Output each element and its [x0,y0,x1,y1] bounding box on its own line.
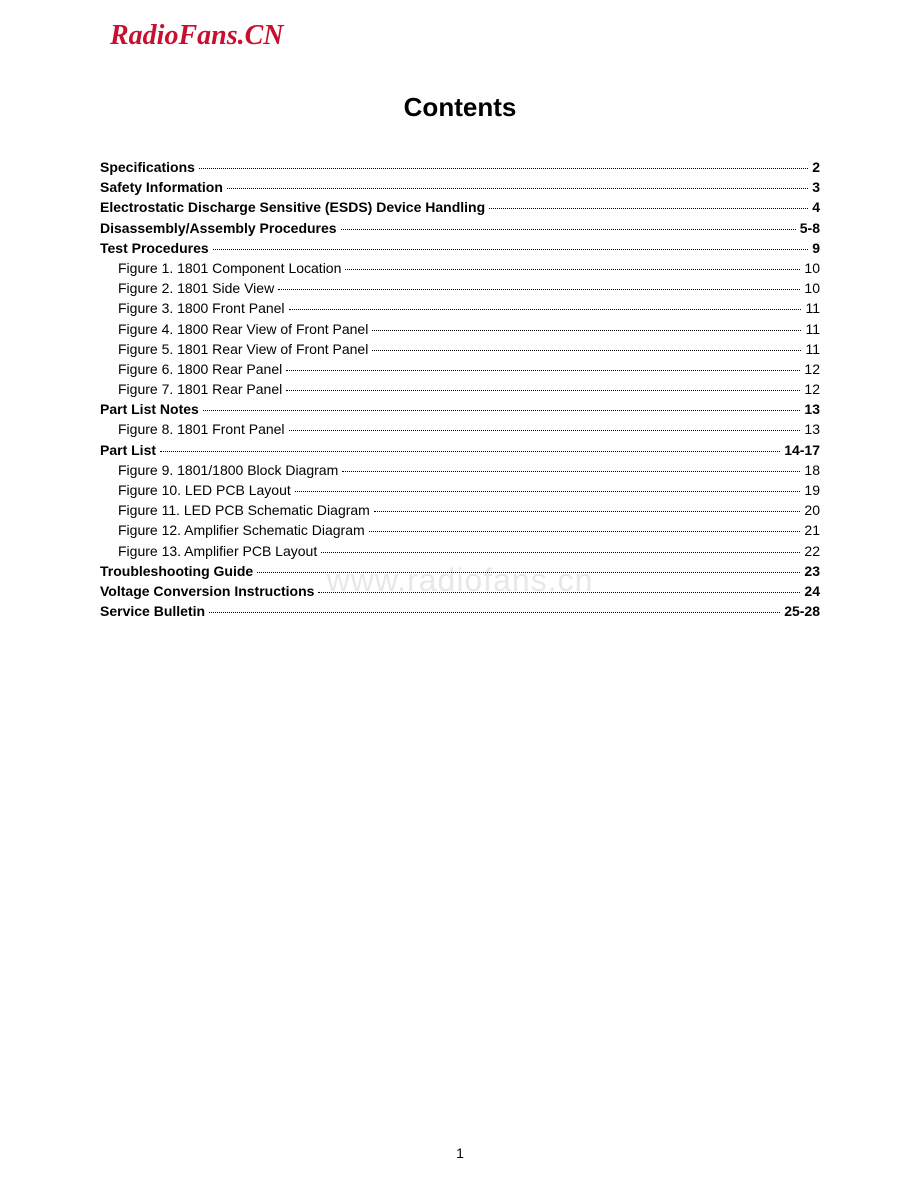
toc-row: Figure 9. 1801/1800 Block Diagram 18 [100,461,820,479]
toc-label: Electrostatic Discharge Sensitive (ESDS)… [100,198,485,216]
toc-leader-dots [199,168,808,169]
toc-leader-dots [289,309,802,310]
toc-label: Figure 13. Amplifier PCB Layout [100,542,317,560]
toc-row: Part List 14-17 [100,441,820,459]
toc-row: Figure 2. 1801 Side View 10 [100,279,820,297]
toc-row: Figure 5. 1801 Rear View of Front Panel … [100,340,820,358]
toc-page: 21 [804,521,820,539]
toc-page: 5-8 [800,219,820,237]
toc-label: Figure 1. 1801 Component Location [100,259,341,277]
toc-page: 22 [804,542,820,560]
toc-page: 11 [805,299,820,317]
toc-page: 12 [804,360,820,378]
toc-page: 10 [804,259,820,277]
contents-title: Contents [100,92,820,123]
toc-row: Electrostatic Discharge Sensitive (ESDS)… [100,198,820,216]
toc-label: Figure 12. Amplifier Schematic Diagram [100,521,365,539]
toc-page: 10 [804,279,820,297]
toc-label: Service Bulletin [100,602,205,620]
toc-leader-dots [341,229,796,230]
toc-row: Part List Notes 13 [100,400,820,418]
toc-page: 14-17 [784,441,820,459]
toc-row: Figure 3. 1800 Front Panel 11 [100,299,820,317]
toc-row: Voltage Conversion Instructions 24 [100,582,820,600]
toc-page: 11 [805,340,820,358]
toc-leader-dots [372,350,801,351]
toc-leader-dots [345,269,800,270]
toc-leader-dots [286,370,800,371]
toc-leader-dots [286,390,800,391]
toc-page: 18 [804,461,820,479]
toc-leader-dots [321,552,800,553]
toc-leader-dots [257,572,800,573]
toc-leader-dots [489,208,808,209]
toc-label: Figure 5. 1801 Rear View of Front Panel [100,340,368,358]
toc-row: Figure 7. 1801 Rear Panel 12 [100,380,820,398]
toc-label: Test Procedures [100,239,209,257]
toc-leader-dots [318,592,800,593]
toc-label: Specifications [100,158,195,176]
toc-row: Specifications 2 [100,158,820,176]
toc-row: Figure 6. 1800 Rear Panel 12 [100,360,820,378]
toc-page: 13 [804,420,820,438]
toc-row: Figure 4. 1800 Rear View of Front Panel … [100,320,820,338]
toc-leader-dots [209,612,780,613]
toc-page: 11 [805,320,820,338]
toc-label: Figure 10. LED PCB Layout [100,481,291,499]
toc-leader-dots [372,330,801,331]
toc-leader-dots [342,471,800,472]
toc-label: Figure 6. 1800 Rear Panel [100,360,282,378]
toc-row: Test Procedures 9 [100,239,820,257]
toc-row: Figure 13. Amplifier PCB Layout 22 [100,542,820,560]
toc-page: 13 [804,400,820,418]
toc-label: Safety Information [100,178,223,196]
toc-leader-dots [213,249,809,250]
toc-page: 2 [812,158,820,176]
toc-page: 20 [804,501,820,519]
toc-leader-dots [278,289,800,290]
toc-label: Figure 11. LED PCB Schematic Diagram [100,501,370,519]
toc-leader-dots [369,531,801,532]
toc-label: Figure 8. 1801 Front Panel [100,420,285,438]
toc-label: Figure 2. 1801 Side View [100,279,274,297]
toc-row: Figure 12. Amplifier Schematic Diagram 2… [100,521,820,539]
toc-label: Figure 4. 1800 Rear View of Front Panel [100,320,368,338]
header-logo: RadioFans.CN [110,20,820,52]
toc-label: Figure 9. 1801/1800 Block Diagram [100,461,338,479]
toc-leader-dots [203,410,801,411]
toc-row: Figure 1. 1801 Component Location 10 [100,259,820,277]
toc-leader-dots [295,491,801,492]
toc-row: Disassembly/Assembly Procedures 5-8 [100,219,820,237]
toc-label: Disassembly/Assembly Procedures [100,219,337,237]
toc-page: 25-28 [784,602,820,620]
toc-label: Figure 7. 1801 Rear Panel [100,380,282,398]
toc-label: Troubleshooting Guide [100,562,253,580]
toc-page: 23 [804,562,820,580]
toc-page: 9 [812,239,820,257]
toc-label: Part List Notes [100,400,199,418]
toc-label: Figure 3. 1800 Front Panel [100,299,285,317]
toc-leader-dots [160,451,780,452]
toc-page: 3 [812,178,820,196]
page-number: 1 [456,1145,464,1161]
toc-row: Figure 8. 1801 Front Panel 13 [100,420,820,438]
toc-page: 24 [804,582,820,600]
toc-row: Figure 11. LED PCB Schematic Diagram 20 [100,501,820,519]
toc-leader-dots [374,511,801,512]
toc-row: Service Bulletin 25-28 [100,602,820,620]
toc-page: 12 [804,380,820,398]
toc-page: 4 [812,198,820,216]
toc-row: Figure 10. LED PCB Layout 19 [100,481,820,499]
toc-label: Part List [100,441,156,459]
toc-row: Troubleshooting Guide 23 [100,562,820,580]
toc-leader-dots [227,188,808,189]
table-of-contents: Specifications 2 Safety Information 3 Elec… [100,158,820,620]
toc-leader-dots [289,430,801,431]
toc-label: Voltage Conversion Instructions [100,582,314,600]
toc-page: 19 [804,481,820,499]
toc-row: Safety Information 3 [100,178,820,196]
